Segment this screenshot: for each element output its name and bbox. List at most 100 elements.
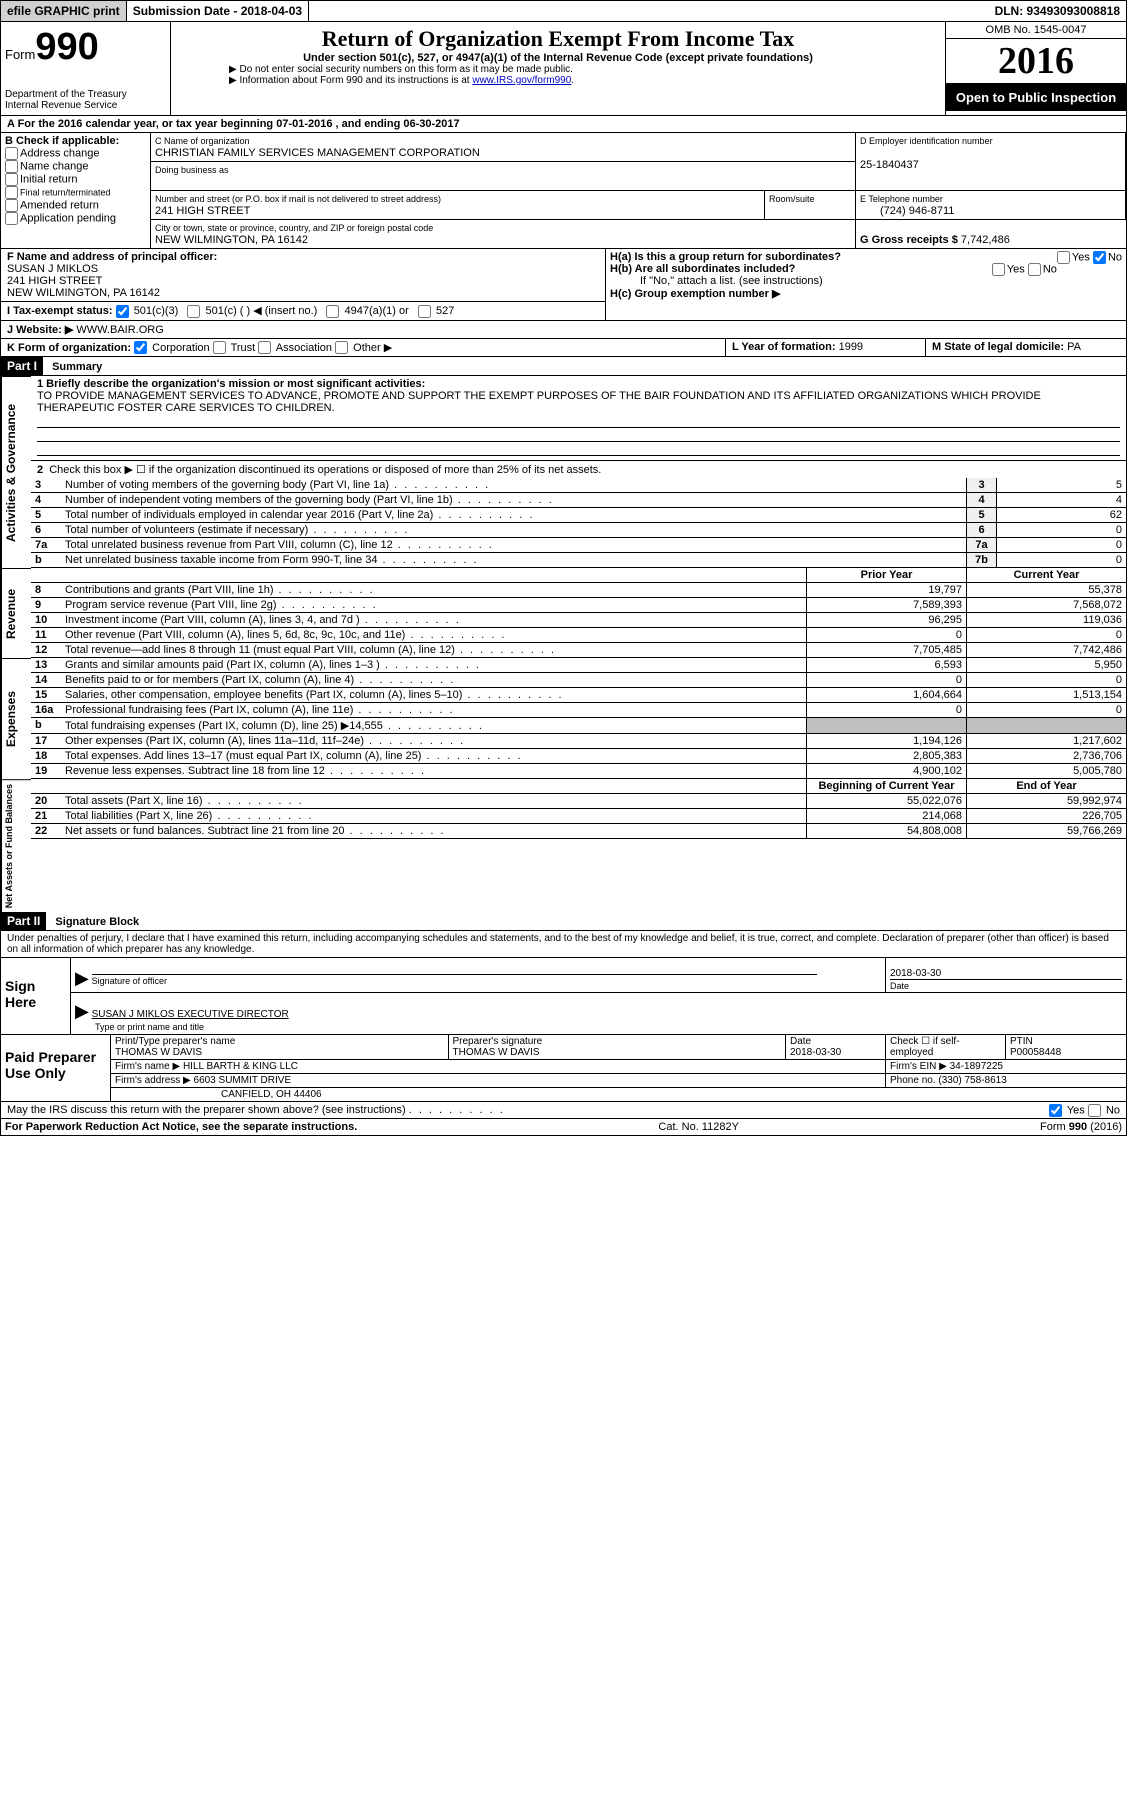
part2-title: Signature Block: [49, 916, 139, 928]
chk-discuss-no[interactable]: [1088, 1104, 1101, 1117]
line-desc: Program service revenue (Part VIII, line…: [61, 598, 806, 612]
money-line: 9 Program service revenue (Part VIII, li…: [31, 598, 1126, 613]
te-527: 527: [436, 305, 454, 317]
dept-treasury: Department of the Treasury: [5, 89, 166, 100]
line-val: 0: [996, 538, 1126, 552]
officer-sig: ▶ Signature of officer: [71, 958, 886, 992]
sig-row2: ▶ SUSAN J MIKLOS EXECUTIVE DIRECTOR Type…: [71, 993, 1126, 1034]
box-f: F Name and address of principal officer:…: [1, 249, 606, 301]
phone-value: (724) 946-8711: [860, 205, 954, 217]
chk-trust[interactable]: [213, 341, 226, 354]
chk-other[interactable]: [335, 341, 348, 354]
current-year-val: 7,742,486: [966, 643, 1126, 657]
form-number: 990: [35, 26, 98, 68]
chk-address-change[interactable]: [5, 147, 18, 160]
line-num: 14: [31, 673, 61, 687]
form-header: Form990 Department of the Treasury Inter…: [0, 22, 1127, 116]
irs-link[interactable]: www.IRS.gov/form990: [472, 75, 571, 86]
line-num: 5: [31, 508, 61, 522]
chk-final[interactable]: [5, 186, 18, 199]
tax-year: 2016: [946, 39, 1126, 84]
gov-line: 7a Total unrelated business revenue from…: [31, 538, 1126, 553]
chk-discuss-yes[interactable]: [1049, 1104, 1062, 1117]
sig-date-value: 2018-03-30: [890, 968, 941, 979]
officer-city: NEW WILMINGTON, PA 16142: [7, 287, 160, 299]
header-center: Return of Organization Exempt From Incom…: [171, 22, 946, 115]
money-line: 16a Professional fundraising fees (Part …: [31, 703, 1126, 718]
money-line: 15 Salaries, other compensation, employe…: [31, 688, 1126, 703]
money-line: 12 Total revenue—add lines 8 through 11 …: [31, 643, 1126, 658]
box-d: D Employer identification number 25-1840…: [856, 133, 1126, 191]
discuss-row: May the IRS discuss this return with the…: [0, 1102, 1127, 1119]
box-c-addr: Number and street (or P.O. box if mail i…: [151, 191, 856, 220]
line-num: 7a: [31, 538, 61, 552]
line-val: 0: [996, 553, 1126, 567]
line-desc: Net assets or fund balances. Subtract li…: [61, 824, 806, 838]
gov-line: 4 Number of independent voting members o…: [31, 493, 1126, 508]
chk-4947[interactable]: [326, 305, 339, 318]
money-line: 19 Revenue less expenses. Subtract line …: [31, 764, 1126, 779]
mission-q: 1 Briefly describe the organization's mi…: [37, 378, 425, 390]
efile-btn[interactable]: efile GRAPHIC print: [1, 1, 127, 21]
omb-number: OMB No. 1545-0047: [946, 22, 1126, 39]
klm-row: K Form of organization: Corporation Trus…: [0, 339, 1127, 358]
chk-name-change[interactable]: [5, 160, 18, 173]
chk-hb-yes[interactable]: [992, 263, 1005, 276]
submission-date: Submission Date - 2018-04-03: [127, 1, 309, 21]
prep-row1: Print/Type preparer's nameTHOMAS W DAVIS…: [111, 1035, 1126, 1060]
m-label: M State of legal domicile:: [932, 341, 1064, 353]
sign-block: Sign Here ▶ Signature of officer 2018-03…: [0, 958, 1127, 1035]
chk-501c[interactable]: [187, 305, 200, 318]
chk-assoc[interactable]: [258, 341, 271, 354]
chk-501c3[interactable]: [116, 305, 129, 318]
line-desc: Contributions and grants (Part VIII, lin…: [61, 583, 806, 597]
l-label: L Year of formation:: [732, 341, 836, 353]
line-desc: Revenue less expenses. Subtract line 18 …: [61, 764, 806, 778]
bycy-header: Beginning of Current Year End of Year: [31, 779, 1126, 794]
firm-ein: Firm's EIN ▶ 34-1897225: [886, 1060, 1126, 1073]
line-num: 11: [31, 628, 61, 642]
box-k: K Form of organization: Corporation Trus…: [1, 339, 726, 357]
te-501c3: 501(c)(3): [134, 305, 179, 317]
phone-label: E Telephone number: [860, 194, 943, 204]
irs-label: Internal Revenue Service: [5, 100, 166, 111]
chk-527[interactable]: [418, 305, 431, 318]
chk-ha-yes[interactable]: [1057, 251, 1070, 264]
chk-pending[interactable]: [5, 212, 18, 225]
ha-label: H(a) Is this a group return for subordin…: [610, 251, 841, 263]
line-desc: Total number of volunteers (estimate if …: [61, 523, 966, 537]
chk-ha-no[interactable]: [1093, 251, 1106, 264]
money-line: 17 Other expenses (Part IX, column (A), …: [31, 734, 1126, 749]
chk-hb-no[interactable]: [1028, 263, 1041, 276]
officer-section: F Name and address of principal officer:…: [0, 249, 1127, 321]
k-label: K Form of organization:: [7, 342, 131, 354]
chk-corp[interactable]: [134, 341, 147, 354]
ha-yes: Yes: [1072, 251, 1090, 263]
line-num: 13: [31, 658, 61, 672]
current-year-val: 2,736,706: [966, 749, 1126, 763]
chk-amended[interactable]: [5, 199, 18, 212]
form-title: Return of Organization Exempt From Incom…: [179, 26, 937, 52]
current-year-val: [966, 718, 1126, 733]
te-label: I Tax-exempt status:: [7, 305, 113, 317]
mission-text: TO PROVIDE MANAGEMENT SERVICES TO ADVANC…: [37, 390, 1041, 414]
city-label: City or town, state or province, country…: [155, 223, 433, 233]
gov-line: 3 Number of voting members of the govern…: [31, 478, 1126, 493]
prep-name-label: Print/Type preparer's name: [115, 1036, 235, 1047]
current-year-val: 7,568,072: [966, 598, 1126, 612]
sign-right: ▶ Signature of officer 2018-03-30 Date ▶…: [71, 958, 1126, 1034]
part2-badge: Part II: [1, 912, 46, 930]
box-g: G Gross receipts $ 7,742,486: [856, 220, 1126, 249]
revenue-block: Prior Year Current Year 8 Contributions …: [31, 568, 1126, 658]
line-desc: Other revenue (Part VIII, column (A), li…: [61, 628, 806, 642]
m-value: PA: [1067, 341, 1081, 353]
k-trust: Trust: [231, 342, 256, 354]
current-year-val: 0: [966, 628, 1126, 642]
mission-line: [37, 430, 1120, 442]
chk-initial[interactable]: [5, 173, 18, 186]
line-desc: Total revenue—add lines 8 through 11 (mu…: [61, 643, 806, 657]
prep-row3: Firm's address ▶ 6603 SUMMIT DRIVE Phone…: [111, 1074, 1126, 1088]
preparer-title: Paid Preparer Use Only: [1, 1035, 111, 1101]
mission-line: [37, 444, 1120, 456]
money-line: 21 Total liabilities (Part X, line 26) 2…: [31, 809, 1126, 824]
